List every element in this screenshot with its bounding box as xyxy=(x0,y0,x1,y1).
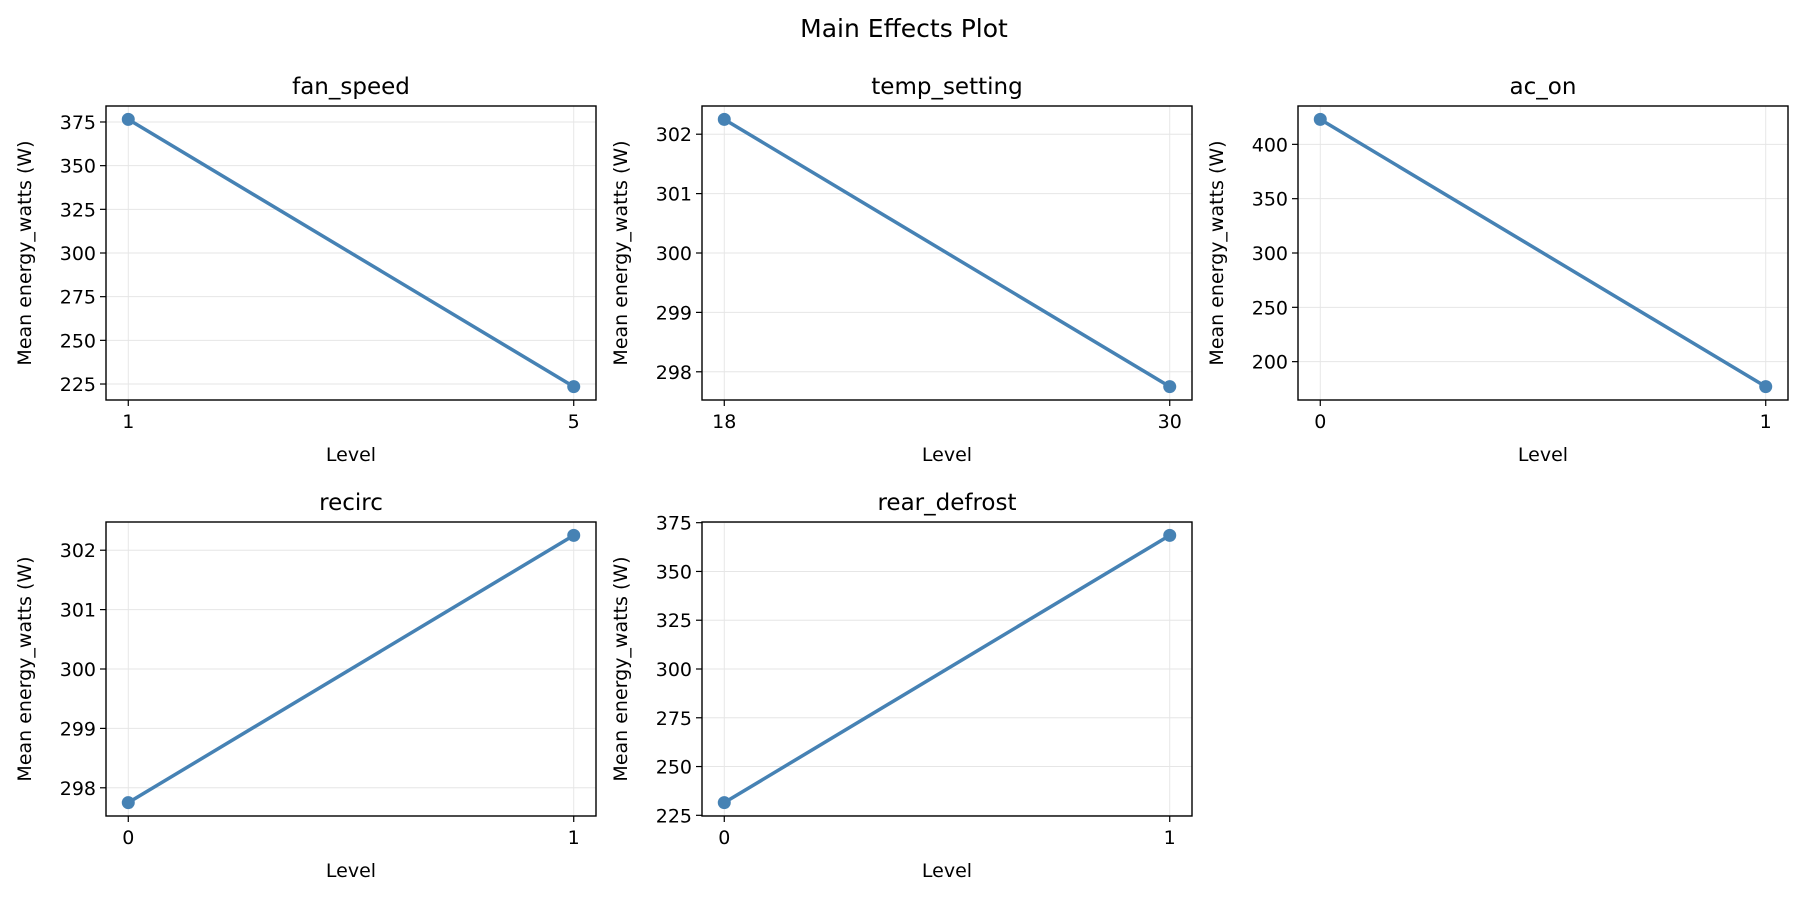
data-point xyxy=(121,796,135,810)
y-tick-label: 300 xyxy=(1252,243,1288,265)
y-tick-label: 299 xyxy=(656,302,692,324)
series-line xyxy=(722,117,1172,389)
y-tick-label: 275 xyxy=(60,287,96,309)
y-tick-label: 298 xyxy=(60,778,96,800)
y-tick-label: 250 xyxy=(60,330,96,352)
y-tick-label: 225 xyxy=(656,805,692,827)
y-tick-label: 200 xyxy=(1252,352,1288,374)
data-point xyxy=(1163,380,1177,394)
y-tick-label: 250 xyxy=(1252,297,1288,319)
x-tick-label: 1 xyxy=(1164,827,1176,849)
y-tick-label: 301 xyxy=(656,184,692,206)
y-tick-label: 299 xyxy=(60,718,96,740)
x-axis-label: Level xyxy=(1518,444,1568,466)
series-line xyxy=(126,117,576,389)
x-tick-label: 1 xyxy=(568,827,580,849)
y-tick-label: 302 xyxy=(656,124,692,146)
y-tick-label: 325 xyxy=(656,610,692,632)
data-point xyxy=(717,796,731,810)
y-tick-label: 350 xyxy=(656,561,692,583)
chart-panel-ac_on: 200 250 300 350 400 0 1 ac_on Level Mean energy_w… xyxy=(1206,74,1789,466)
data-point xyxy=(567,380,581,394)
data-point xyxy=(121,112,135,126)
chart-panel-rear_defrost: 225 250 275 300 325 350 375 0 1 rear_defrost Level… xyxy=(610,490,1193,882)
axes-frame xyxy=(1297,105,1789,401)
axes-frame xyxy=(701,105,1193,401)
x-tick-label: 1 xyxy=(1760,411,1772,433)
y-tick-label: 298 xyxy=(656,362,692,384)
series-line xyxy=(1318,117,1768,389)
x-axis-label: Level xyxy=(326,444,376,466)
series-line xyxy=(722,533,1172,805)
y-axis-label: Mean energy_watts (W) xyxy=(14,556,36,781)
x-tick-label: 5 xyxy=(568,411,580,433)
panel-title: fan_speed xyxy=(292,74,410,100)
data-point xyxy=(1759,380,1773,394)
y-tick-label: 225 xyxy=(60,374,96,396)
y-axis-label: Mean energy_watts (W) xyxy=(14,140,36,365)
x-axis-label: Level xyxy=(326,860,376,882)
y-axis-label: Mean energy_watts (W) xyxy=(610,140,632,365)
x-axis-label: Level xyxy=(922,444,972,466)
data-point xyxy=(1163,528,1177,542)
chart-panel-fan_speed: 225 250 275 300 325 350 375 1 5 fan_speed Level Mea… xyxy=(14,74,597,466)
y-tick-label: 325 xyxy=(60,199,96,221)
y-tick-label: 300 xyxy=(656,243,692,265)
y-tick-label: 300 xyxy=(60,659,96,681)
y-tick-label: 375 xyxy=(60,112,96,134)
x-tick-label: 1 xyxy=(122,411,134,433)
x-tick-label: 0 xyxy=(122,827,134,849)
axes-frame xyxy=(105,105,597,401)
y-axis-label: Mean energy_watts (W) xyxy=(610,556,632,781)
x-tick-label: 0 xyxy=(718,827,730,849)
x-axis-label: Level xyxy=(922,860,972,882)
y-tick-label: 302 xyxy=(60,540,96,562)
y-tick-label: 300 xyxy=(60,243,96,265)
y-axis-label: Mean energy_watts (W) xyxy=(1206,140,1228,365)
y-tick-label: 350 xyxy=(60,156,96,178)
x-tick-label: 30 xyxy=(1158,411,1182,433)
y-tick-label: 301 xyxy=(60,600,96,622)
panel-title: recirc xyxy=(319,490,383,516)
panel-title: temp_setting xyxy=(871,74,1022,100)
chart-panel-recirc: 298 299 300 301 302 0 1 recirc Level Mean energy_… xyxy=(14,490,597,882)
chart-panel-temp_setting: 298 299 300 301 302 18 30 temp_setting Level Mean… xyxy=(610,74,1193,466)
data-point xyxy=(717,112,731,126)
y-tick-label: 400 xyxy=(1252,134,1288,156)
data-point xyxy=(1313,112,1327,126)
figure-title: Main Effects Plot xyxy=(800,14,1008,43)
y-tick-label: 250 xyxy=(656,757,692,779)
y-tick-label: 275 xyxy=(656,708,692,730)
x-tick-label: 18 xyxy=(712,411,736,433)
y-tick-label: 375 xyxy=(656,513,692,535)
axes-frame xyxy=(701,521,1193,817)
y-tick-label: 300 xyxy=(656,659,692,681)
x-tick-label: 0 xyxy=(1314,411,1326,433)
axes-frame xyxy=(105,521,597,817)
y-tick-label: 350 xyxy=(1252,189,1288,211)
series-line xyxy=(126,533,576,805)
data-point xyxy=(567,528,581,542)
panel-title: ac_on xyxy=(1510,74,1577,100)
panel-title: rear_defrost xyxy=(877,490,1016,516)
